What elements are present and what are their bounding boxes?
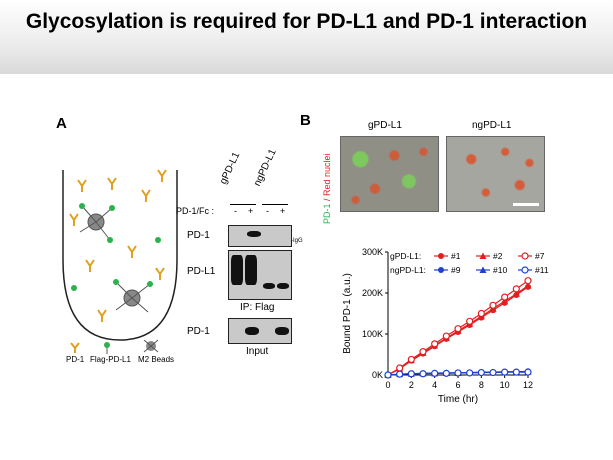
panel-b-label: B bbox=[300, 112, 311, 129]
data-point bbox=[454, 325, 462, 333]
data-point bbox=[477, 368, 485, 377]
legend-entry: #11 bbox=[535, 265, 549, 275]
micro-title-ng: ngPD-L1 bbox=[472, 120, 512, 131]
data-point bbox=[442, 369, 450, 377]
treatment-sign: - bbox=[234, 206, 237, 216]
title-band bbox=[0, 0, 613, 74]
legend-group-label: ngPD-L1: bbox=[390, 265, 426, 275]
data-point bbox=[524, 368, 532, 376]
data-point bbox=[466, 317, 474, 325]
blot-pdl1-ip bbox=[228, 250, 292, 300]
blot-row-label: PD-L1 bbox=[187, 266, 216, 277]
legend-entry: #9 bbox=[451, 265, 461, 275]
data-point bbox=[477, 309, 485, 318]
data-point bbox=[466, 369, 474, 377]
micro-side-label-green: PD-1 bbox=[322, 203, 332, 224]
legend-entry: #10 bbox=[493, 265, 507, 275]
blot-pd1-input bbox=[228, 318, 292, 344]
lane-bracket bbox=[262, 204, 288, 205]
y-tick-label: 200K bbox=[362, 288, 383, 298]
bead-schematic bbox=[62, 169, 178, 341]
data-point bbox=[524, 282, 532, 289]
data-point bbox=[454, 369, 462, 377]
data-point bbox=[501, 293, 509, 301]
y-tick-label: 0K bbox=[372, 370, 383, 380]
data-point bbox=[501, 368, 509, 376]
data-point bbox=[524, 277, 532, 285]
y-tick-label: 300K bbox=[362, 247, 383, 257]
data-point bbox=[396, 364, 404, 372]
blot-pd1-ip bbox=[228, 225, 292, 247]
data-point bbox=[512, 290, 520, 297]
data-point bbox=[489, 301, 497, 309]
micrograph-gpdl1 bbox=[340, 136, 439, 212]
treatment-sign: + bbox=[248, 206, 254, 216]
legend-entry: #1 bbox=[451, 251, 461, 261]
data-point bbox=[407, 355, 415, 364]
data-point bbox=[431, 340, 439, 348]
treatment-sign: - bbox=[266, 206, 269, 216]
legend-group-label: gPD-L1: bbox=[390, 251, 421, 261]
y-axis-label: Bound PD-1 (a.u.) bbox=[342, 273, 353, 354]
treatment-sign: + bbox=[280, 206, 286, 216]
legend-marker bbox=[438, 267, 444, 273]
blot-lane-group-ng: ngPD-L1 bbox=[252, 147, 279, 188]
data-point bbox=[431, 369, 439, 377]
legend-marker bbox=[521, 252, 529, 260]
y-tick-label: 100K bbox=[362, 329, 383, 339]
micro-title-g: gPD-L1 bbox=[368, 120, 402, 131]
x-tick-label: 8 bbox=[479, 380, 484, 390]
data-point bbox=[512, 285, 520, 293]
legend-pd1: PD-1 bbox=[66, 355, 85, 364]
treatment-label: PD-1/Fc : bbox=[176, 206, 215, 216]
data-point bbox=[396, 370, 404, 378]
blot-row-label: PD-1 bbox=[187, 230, 210, 241]
legend-marker bbox=[521, 266, 529, 274]
ip-label: IP: Flag bbox=[240, 302, 275, 313]
legend-m2-beads: M2 Beads bbox=[138, 355, 175, 364]
x-tick-label: 0 bbox=[385, 380, 390, 390]
blot-lane-group-g: gPD-L1 bbox=[218, 150, 243, 186]
blot-row-label: PD-1 bbox=[187, 326, 210, 337]
x-tick-label: 10 bbox=[500, 380, 510, 390]
data-point bbox=[384, 371, 392, 379]
micro-side-label: PD-1 / Red nuclei bbox=[322, 153, 332, 224]
data-point bbox=[489, 368, 497, 377]
lane-bracket bbox=[230, 204, 256, 205]
schematic-legend: PD-1 Flag-PD-L1 M2 Beads bbox=[66, 339, 186, 366]
legend-entry: #7 bbox=[535, 251, 545, 261]
legend-flag-pdl1: Flag-PD-L1 bbox=[90, 355, 131, 364]
slide-title: Glycosylation is required for PD-L1 and … bbox=[25, 10, 588, 33]
legend-marker bbox=[438, 253, 444, 259]
data-point bbox=[419, 370, 427, 378]
scale-bar bbox=[513, 203, 539, 206]
data-point bbox=[512, 368, 520, 376]
x-tick-label: 2 bbox=[409, 380, 414, 390]
binding-chart: 0 2 4 6 8 10 12 0K 100K 200K 300K Time (hr) Bound PD… bbox=[342, 247, 549, 405]
legend-entry: #2 bbox=[493, 251, 503, 261]
data-point bbox=[419, 348, 427, 356]
data-point bbox=[501, 297, 509, 305]
legend-marker bbox=[479, 252, 487, 259]
x-tick-label: 6 bbox=[455, 380, 460, 390]
data-point bbox=[442, 332, 450, 340]
x-tick-label: 12 bbox=[523, 380, 533, 390]
igg-label: -IgG bbox=[291, 238, 303, 244]
x-tick-label: 4 bbox=[432, 380, 437, 390]
legend-marker bbox=[479, 266, 487, 273]
input-label: Input bbox=[246, 346, 269, 357]
panel-a-label: A bbox=[56, 115, 67, 132]
x-axis-label: Time (hr) bbox=[438, 394, 478, 405]
data-point bbox=[407, 370, 415, 378]
micro-side-label-red: / Red nuclei bbox=[322, 153, 332, 204]
micrograph-ngpdl1 bbox=[446, 136, 545, 212]
